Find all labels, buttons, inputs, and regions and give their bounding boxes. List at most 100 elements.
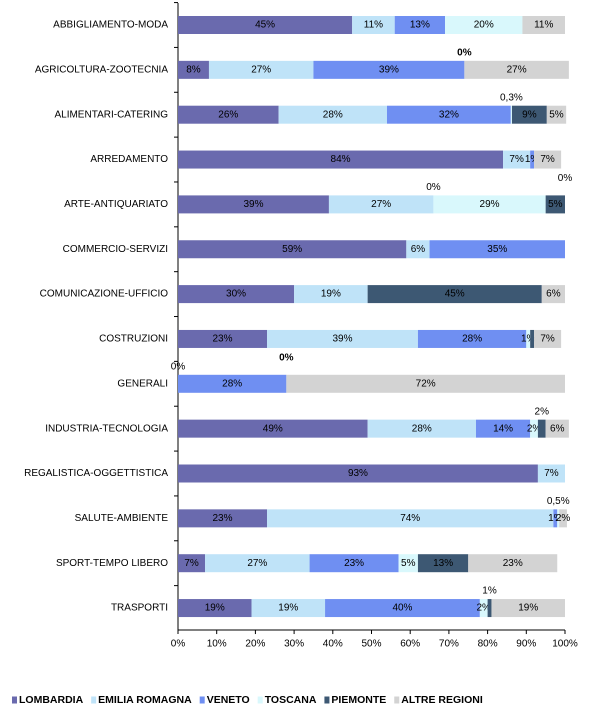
bar-segment — [534, 329, 562, 348]
data-label: 23% — [212, 334, 232, 345]
y-tick-label: INDUSTRIA-TECNOLOGIA — [45, 423, 168, 434]
data-label: 39% — [379, 64, 399, 75]
data-label: 72% — [416, 378, 436, 389]
data-label: 19% — [278, 603, 298, 614]
data-label: 0% — [171, 361, 186, 372]
data-label: 30% — [226, 289, 246, 300]
x-tick-label: 0% — [171, 639, 186, 650]
data-label: 1% — [521, 334, 536, 345]
bar-segment — [475, 419, 531, 438]
legend-swatch — [91, 696, 97, 704]
bar-segment — [367, 285, 542, 304]
data-label: 19% — [205, 603, 225, 614]
data-label: 5% — [548, 199, 563, 210]
y-tick-label: ALIMENTARI-CATERING — [54, 109, 168, 120]
bar-segment — [328, 195, 434, 214]
bar-segment — [178, 105, 279, 124]
data-label: 0% — [558, 173, 573, 184]
bar-segment — [445, 16, 523, 34]
bar-segment — [553, 509, 558, 528]
data-label: 19% — [321, 289, 341, 300]
bar-segment — [178, 329, 268, 348]
bar-segment — [429, 240, 565, 259]
bar-segment — [503, 150, 531, 169]
bar-segment — [406, 240, 430, 259]
y-tick-label: COSTRUZIONI — [99, 334, 168, 345]
data-label: 39% — [243, 199, 263, 210]
data-label: 7% — [540, 334, 555, 345]
data-label: 5% — [401, 558, 416, 569]
bar-segment — [178, 509, 268, 528]
data-label: 39% — [332, 334, 352, 345]
data-label: 1% — [482, 586, 497, 597]
data-label: 19% — [518, 603, 538, 614]
bar-segment — [559, 509, 567, 528]
x-tick-label: 100% — [552, 639, 578, 650]
data-label: 59% — [282, 244, 302, 255]
data-label: 13% — [410, 20, 430, 31]
y-tick-label: ARREDAMENTO — [90, 154, 168, 165]
data-label: 11% — [534, 20, 553, 31]
bar-segment — [417, 554, 469, 573]
data-label: 28% — [323, 109, 343, 120]
bar-segment — [178, 240, 407, 259]
data-label: 28% — [412, 423, 432, 434]
x-tick-label: 90% — [516, 639, 536, 650]
bar-segment — [178, 195, 329, 214]
bar-segment — [546, 105, 567, 124]
x-tick-label: 80% — [478, 639, 498, 650]
bar-segment — [178, 599, 252, 618]
y-tick-label: GENERALI — [117, 378, 168, 389]
bar-segment — [541, 285, 565, 304]
y-tick-label: COMMERCIO-SERVIZI — [63, 244, 168, 255]
data-label: 11% — [364, 20, 383, 31]
bar-segment — [510, 105, 512, 124]
bar-segment — [352, 16, 395, 34]
data-label: 20% — [474, 20, 494, 31]
bar-segment — [530, 419, 538, 438]
bar-segment — [178, 374, 287, 393]
data-label: 2% — [477, 603, 492, 614]
data-label: 8% — [186, 64, 201, 75]
bar-segment — [526, 329, 531, 348]
data-label: 27% — [247, 558, 267, 569]
data-label: 13% — [433, 558, 453, 569]
y-tick-label: REGALISTICA-OGGETTISTICA — [24, 468, 168, 479]
data-label: 2% — [556, 513, 571, 524]
x-tick-label: 50% — [361, 639, 381, 650]
data-label: 32% — [439, 109, 459, 120]
bar-segment — [530, 329, 535, 348]
data-label: 0,3% — [500, 92, 523, 103]
bar-segment — [530, 150, 535, 169]
y-tick-label: COMUNICAZIONE-UFFICIO — [40, 289, 169, 300]
bar-segment — [534, 150, 562, 169]
data-label: 93% — [348, 468, 368, 479]
bar-segment — [537, 419, 546, 438]
x-tick-label: 30% — [284, 639, 304, 650]
bar-segment — [205, 554, 310, 573]
bar-segment — [522, 16, 565, 34]
data-label: 40% — [392, 603, 412, 614]
data-label: 0% — [426, 182, 441, 193]
bar-segment — [468, 554, 558, 573]
bar-segment — [325, 599, 480, 618]
bar-segment — [178, 285, 295, 304]
x-tick-label: 10% — [207, 639, 227, 650]
bar-segment — [309, 554, 399, 573]
bar-segment — [417, 329, 527, 348]
data-label: 6% — [411, 244, 426, 255]
data-label: 74% — [400, 513, 420, 524]
data-label: 0% — [457, 47, 472, 58]
data-label: 45% — [445, 289, 465, 300]
bar-segment — [487, 599, 492, 618]
legend-label: LOMBARDIA — [19, 694, 84, 706]
legend-label: EMILIA ROMAGNA — [98, 694, 192, 706]
legend-label: VENETO — [207, 694, 250, 706]
bar-segment — [398, 554, 418, 573]
bar-segment — [178, 16, 353, 34]
x-tick-label: 60% — [400, 639, 420, 650]
bar-segment — [178, 60, 209, 79]
data-label: 23% — [503, 558, 523, 569]
data-label: 84% — [331, 154, 351, 165]
data-label: 14% — [493, 423, 513, 434]
